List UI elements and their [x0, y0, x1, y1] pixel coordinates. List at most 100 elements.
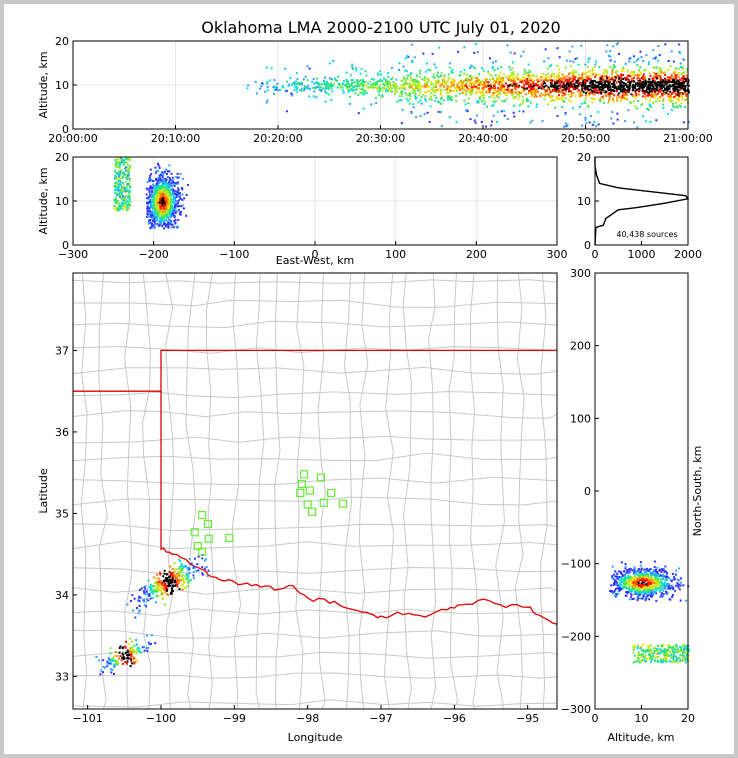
source-point — [680, 82, 683, 84]
source-point — [287, 84, 290, 87]
source-point — [597, 92, 600, 94]
source-point — [411, 84, 414, 86]
source-point — [451, 71, 454, 74]
source-point — [556, 78, 559, 81]
source-point — [608, 94, 610, 97]
source-point — [655, 66, 658, 69]
source-point — [418, 81, 421, 84]
source-point — [288, 83, 291, 86]
source-point — [648, 593, 651, 595]
source-point — [617, 92, 620, 95]
source-point — [626, 577, 629, 580]
source-point — [165, 218, 168, 221]
source-point — [493, 69, 496, 71]
source-point — [662, 81, 665, 84]
source-point — [645, 590, 648, 593]
source-point — [428, 79, 430, 82]
source-point — [502, 80, 505, 83]
source-point — [165, 178, 168, 181]
source-point — [254, 80, 257, 83]
source-point — [500, 79, 503, 81]
source-point — [674, 573, 677, 576]
source-point — [590, 79, 593, 82]
source-point — [610, 92, 613, 95]
source-point — [424, 79, 427, 82]
source-point — [556, 80, 559, 83]
source-point — [440, 125, 443, 127]
source-point — [572, 60, 575, 63]
source-point — [617, 592, 620, 595]
source-point — [650, 90, 653, 93]
source-point — [652, 94, 655, 97]
source-point — [165, 209, 168, 212]
source-point — [174, 569, 177, 572]
source-point — [628, 598, 631, 601]
source-point — [158, 201, 161, 204]
source-point — [640, 80, 643, 83]
source-point — [462, 85, 465, 88]
lma-station-marker — [190, 528, 199, 537]
source-point — [172, 578, 175, 581]
source-point — [639, 590, 642, 593]
source-point — [550, 75, 553, 78]
source-point — [325, 92, 328, 94]
source-point — [484, 100, 487, 103]
ew-height-ylabel: Altitude, km — [37, 167, 50, 234]
source-point — [646, 595, 649, 598]
source-point — [114, 197, 117, 200]
time-axis-tick-label: 20:50:00 — [561, 132, 610, 145]
source-point — [177, 205, 180, 208]
source-point — [154, 166, 157, 169]
source-point — [574, 78, 576, 81]
source-point — [148, 207, 151, 210]
source-point — [153, 191, 156, 194]
source-point — [151, 597, 154, 600]
source-point — [137, 598, 140, 600]
source-point — [119, 171, 122, 174]
source-point — [122, 163, 125, 166]
source-point — [150, 591, 153, 594]
lma-station-marker — [225, 533, 234, 543]
source-point — [679, 62, 682, 65]
source-point — [354, 92, 357, 95]
source-point — [640, 56, 643, 59]
source-point — [619, 572, 622, 575]
source-point — [615, 594, 618, 597]
source-point — [654, 92, 657, 94]
source-point — [472, 66, 475, 69]
source-point — [614, 79, 617, 82]
county-line — [231, 273, 242, 709]
source-point — [133, 650, 136, 653]
source-point — [608, 92, 611, 95]
source-point — [561, 79, 564, 82]
source-point — [170, 222, 173, 225]
source-point — [540, 79, 543, 82]
source-point — [649, 585, 652, 588]
source-point — [678, 583, 681, 586]
source-point — [459, 80, 462, 82]
source-point — [117, 170, 120, 173]
source-point — [615, 587, 617, 590]
source-point — [619, 81, 622, 84]
source-point — [127, 192, 130, 195]
source-point — [513, 85, 516, 88]
source-point — [148, 177, 151, 180]
source-point — [132, 657, 135, 660]
source-point — [596, 81, 599, 84]
source-point — [121, 201, 124, 204]
source-point — [151, 180, 154, 182]
source-point — [171, 207, 173, 210]
source-point — [119, 195, 121, 198]
source-point — [605, 84, 608, 87]
source-point — [532, 90, 535, 93]
source-point — [174, 209, 177, 212]
source-point — [129, 665, 132, 668]
source-point — [550, 85, 553, 88]
source-point — [454, 87, 457, 90]
source-point — [450, 81, 453, 84]
source-point — [644, 574, 647, 577]
source-point — [193, 577, 195, 580]
source-point — [648, 590, 651, 593]
source-point — [547, 57, 550, 60]
source-point — [516, 75, 519, 78]
